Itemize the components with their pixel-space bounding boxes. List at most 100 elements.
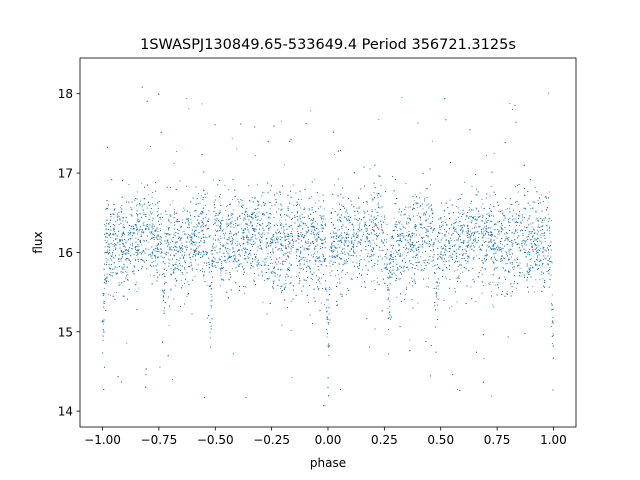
data-point (406, 239, 408, 241)
data-point (240, 218, 241, 220)
data-point (551, 261, 553, 263)
data-point (254, 235, 256, 237)
data-point (199, 252, 201, 254)
data-point (408, 233, 410, 235)
data-point (220, 224, 221, 226)
data-point (301, 213, 303, 215)
data-point (296, 276, 297, 278)
data-point (254, 155, 256, 157)
data-point (126, 252, 128, 254)
data-point (494, 235, 496, 237)
data-point (211, 299, 213, 301)
data-point (202, 218, 204, 220)
data-point (281, 324, 283, 326)
data-point (396, 269, 398, 271)
data-point (540, 194, 542, 196)
data-point (180, 249, 182, 251)
data-point (119, 241, 121, 243)
data-point (468, 206, 470, 208)
data-point (414, 226, 416, 228)
data-point (328, 289, 330, 291)
data-point (339, 278, 340, 280)
data-point (103, 300, 105, 302)
data-point (393, 258, 394, 260)
data-point (531, 245, 533, 247)
data-point (386, 234, 388, 236)
data-point (497, 233, 499, 235)
data-point (151, 254, 153, 256)
data-point (180, 280, 182, 282)
data-point (133, 233, 135, 235)
data-point (106, 273, 108, 275)
data-point (313, 254, 315, 256)
data-point (245, 248, 247, 250)
data-point (212, 261, 214, 263)
data-point (191, 232, 193, 234)
data-point (166, 239, 168, 241)
data-point (360, 240, 362, 241)
data-point (511, 241, 513, 243)
data-point (194, 250, 195, 251)
data-point (271, 263, 273, 265)
data-point (332, 257, 333, 259)
data-point (410, 251, 412, 253)
data-point (431, 227, 432, 229)
data-point (344, 263, 346, 265)
data-point (301, 216, 303, 218)
data-point (140, 200, 141, 202)
data-point (329, 265, 331, 267)
data-point (511, 204, 513, 205)
data-point (212, 211, 214, 213)
data-point (531, 226, 533, 228)
data-point (380, 239, 382, 241)
data-point (103, 319, 105, 321)
data-point (289, 216, 290, 218)
data-point (536, 244, 538, 246)
data-point (261, 205, 263, 207)
data-point (492, 281, 494, 283)
data-point (182, 219, 184, 221)
data-point (183, 283, 185, 284)
data-point (515, 221, 517, 223)
data-point (404, 208, 406, 210)
data-point (530, 258, 532, 260)
data-point (109, 221, 111, 223)
data-point (420, 264, 422, 266)
data-point (133, 254, 135, 256)
data-point (262, 260, 264, 262)
data-point (269, 217, 271, 219)
data-point (207, 317, 208, 319)
data-point (241, 237, 242, 239)
data-point (552, 321, 553, 323)
data-point (115, 220, 117, 222)
data-point (137, 218, 139, 220)
data-point (225, 247, 227, 249)
data-point (456, 301, 458, 303)
data-point (161, 237, 163, 239)
data-point (423, 270, 425, 272)
data-point (255, 238, 257, 240)
data-point (394, 229, 396, 231)
data-point (277, 236, 279, 238)
data-point (259, 238, 261, 240)
data-point (428, 277, 429, 279)
data-point (142, 204, 144, 206)
data-point (348, 240, 350, 242)
data-point (132, 242, 133, 244)
data-point (310, 268, 312, 270)
data-point (337, 241, 339, 243)
data-point (311, 279, 313, 281)
data-point (260, 241, 261, 243)
data-point (449, 245, 451, 247)
data-point (332, 237, 334, 239)
data-point (244, 247, 246, 249)
data-point (415, 224, 416, 226)
data-point (313, 236, 315, 238)
data-point (206, 236, 208, 238)
data-point (302, 237, 304, 239)
data-point (128, 232, 130, 234)
data-point (417, 302, 419, 304)
data-point (446, 278, 448, 280)
data-point (384, 218, 386, 220)
data-point (504, 251, 506, 253)
